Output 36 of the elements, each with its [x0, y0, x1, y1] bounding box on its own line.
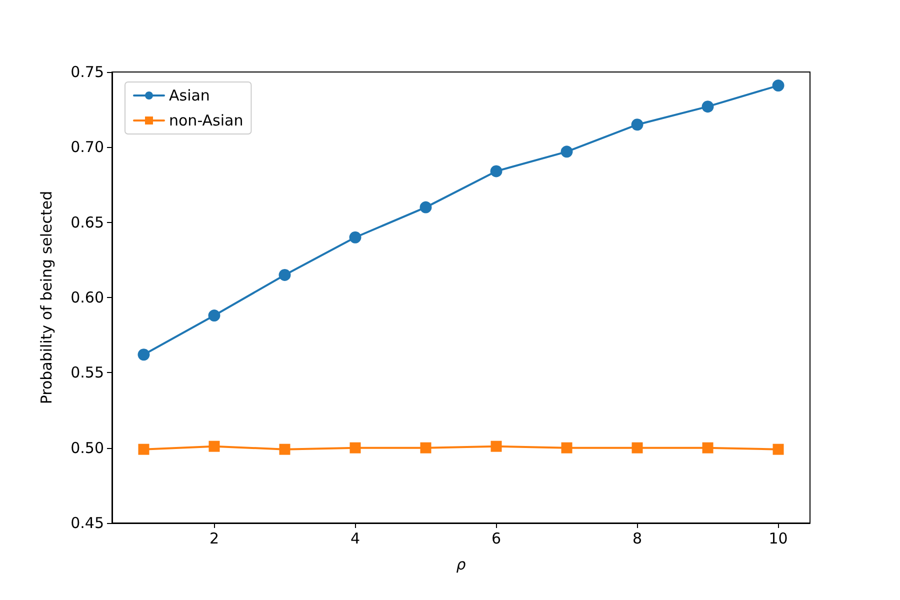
x-tick-label: 2	[209, 530, 220, 548]
point	[208, 440, 220, 452]
point	[561, 442, 572, 454]
point	[278, 268, 291, 281]
y-tick-label: 0.65	[70, 213, 104, 232]
legend-label: non-Asian	[169, 112, 244, 130]
point	[772, 80, 784, 92]
point	[208, 310, 220, 322]
point	[138, 444, 150, 455]
x-tick-label: 10	[768, 530, 788, 548]
x-tick-label: 4	[350, 530, 360, 548]
legend-label: Asian	[169, 86, 210, 104]
point	[420, 201, 432, 214]
point	[702, 442, 714, 454]
y-tick-label: 0.45	[70, 514, 104, 532]
x-tick-label: 8	[632, 530, 642, 548]
point	[632, 442, 643, 454]
point	[279, 444, 290, 455]
point	[702, 100, 714, 113]
y-tick-label: 0.75	[70, 63, 104, 81]
y-tick-label: 0.60	[70, 288, 104, 306]
point	[420, 442, 432, 454]
point	[350, 442, 361, 454]
point	[490, 440, 502, 452]
point	[349, 231, 362, 244]
point	[631, 118, 644, 131]
y-axis-title: Probability of being selected	[38, 190, 56, 404]
point	[490, 165, 502, 178]
point	[772, 444, 784, 455]
y-tick-label: 0.50	[70, 438, 104, 457]
y-tick-label: 0.55	[70, 364, 104, 382]
x-axis-title: ρ	[456, 556, 466, 574]
point	[138, 348, 150, 361]
point	[560, 146, 573, 158]
x-tick-label: 6	[491, 530, 502, 548]
y-tick-label: 0.70	[70, 138, 104, 156]
